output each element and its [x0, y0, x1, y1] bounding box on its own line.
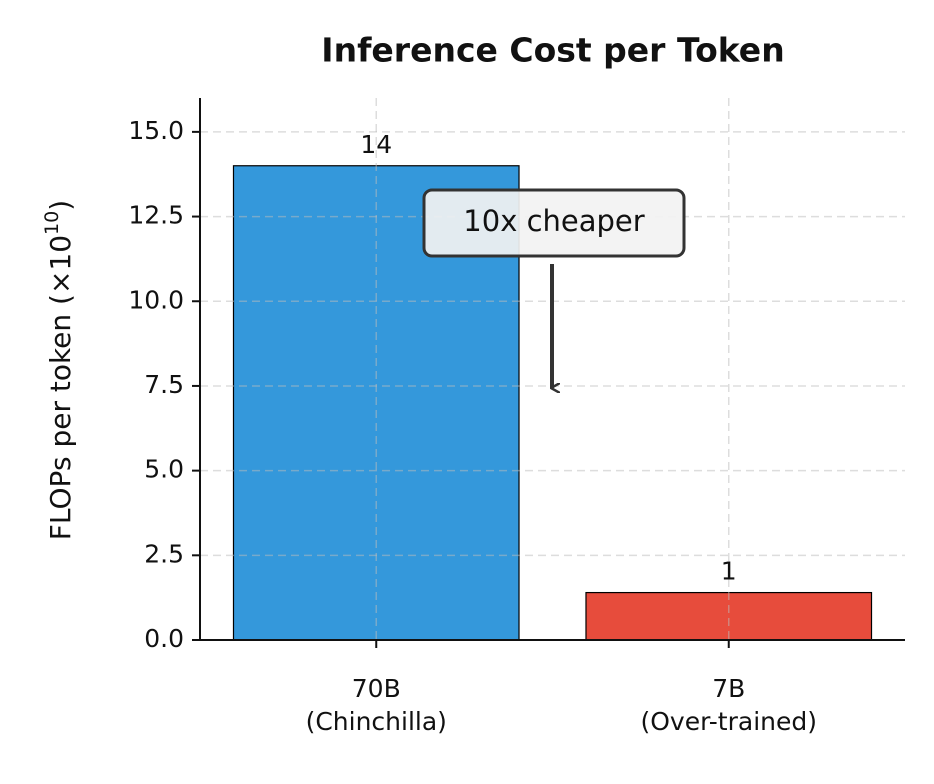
y-tick-label: 0.0	[144, 624, 184, 653]
y-tick-label: 5.0	[144, 455, 184, 484]
x-tick-label: 70B (Chinchilla)	[305, 674, 447, 736]
y-tick-label: 7.5	[144, 370, 184, 399]
annotation-box	[422, 188, 686, 258]
value-label: 14	[360, 130, 392, 159]
annotation: 10x cheaper	[463, 204, 644, 238]
y-axis-label-exponent: 10	[41, 211, 63, 235]
y-axis-label-suffix: )	[44, 200, 77, 211]
x-tick-label: 7B (Over-trained)	[640, 674, 817, 736]
y-axis-label-text: FLOPs per token (×10	[44, 235, 77, 540]
y-tick-label: 10.0	[128, 285, 184, 314]
y-tick-label: 12.5	[128, 201, 184, 230]
y-axis-label: FLOPs per token (×1010)	[41, 200, 78, 540]
value-label: 1	[721, 557, 737, 586]
chart-title: Inference Cost per Token	[321, 31, 784, 70]
y-tick-label: 2.5	[144, 539, 184, 568]
y-tick-label: 15.0	[128, 116, 184, 145]
